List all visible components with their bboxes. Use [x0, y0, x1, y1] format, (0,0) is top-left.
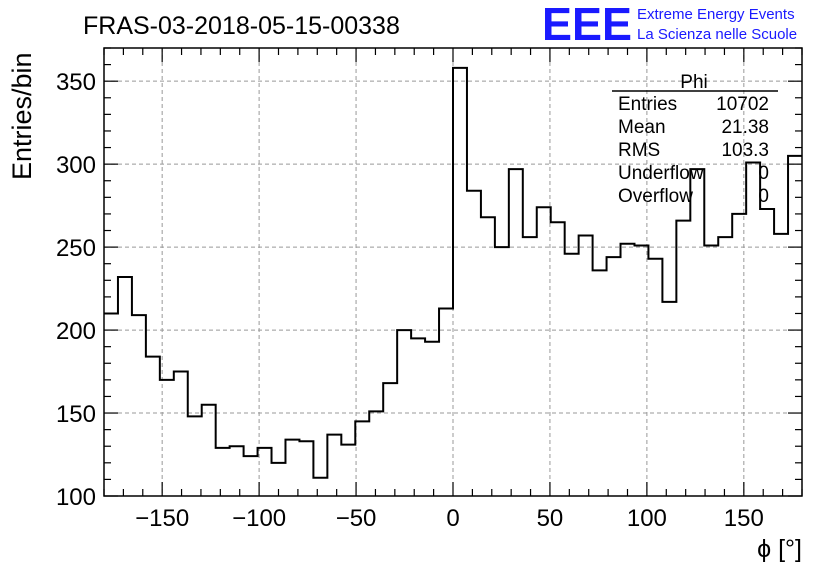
eee-logo-mark: EEE [542, 0, 632, 50]
stats-value: 21.38 [721, 117, 769, 138]
x-tick-label: 50 [537, 505, 564, 532]
stats-value: 10702 [716, 94, 769, 115]
stats-rows: Entries 10702 Mean 21.38 RMS 103.3 Underflow 0 O… [618, 94, 769, 207]
chart-title: FRAS-03-2018-05-15-00338 [83, 12, 400, 40]
y-tick-label: 350 [56, 69, 96, 96]
stats-value: 0 [758, 163, 769, 184]
x-tick-label: −100 [232, 505, 286, 532]
y-tick-labels: 100 150 200 250 300 350 [56, 69, 96, 511]
stats-label: Mean [618, 117, 666, 138]
x-tick-label: 150 [724, 505, 764, 532]
stats-value: 103.3 [721, 140, 769, 161]
eee-logo: EEE Extreme Energy Events La Scienza nel… [542, 0, 797, 50]
stats-title: Phi [680, 72, 707, 93]
eee-logo-line1: Extreme Energy Events [637, 6, 795, 23]
x-axis-title: ϕ [°] [757, 535, 802, 563]
axis-ticks [103, 47, 803, 497]
stats-label: RMS [618, 140, 660, 161]
stats-value: 0 [758, 186, 769, 207]
y-tick-label: 200 [56, 318, 96, 345]
x-tick-labels: −150 −100 −50 0 50 100 150 [135, 505, 764, 532]
y-axis-title: Entries/bin [7, 52, 37, 180]
stats-label: Underflow [618, 163, 704, 184]
stats-box: Phi Entries 10702 Mean 21.38 RMS 103.3 Underfl… [612, 72, 778, 207]
y-tick-label: 150 [56, 401, 96, 428]
y-tick-label: 300 [56, 152, 96, 179]
stats-label: Overflow [618, 186, 693, 207]
eee-logo-line2: La Scienza nelle Scuole [637, 26, 797, 43]
y-tick-label: 250 [56, 235, 96, 262]
stats-label: Entries [618, 94, 677, 115]
x-tick-label: 100 [627, 505, 667, 532]
x-tick-label: −50 [336, 505, 377, 532]
y-tick-label: 100 [56, 484, 96, 511]
x-tick-label: −150 [135, 505, 189, 532]
x-tick-label: 0 [446, 505, 459, 532]
histogram-line [104, 66, 802, 479]
